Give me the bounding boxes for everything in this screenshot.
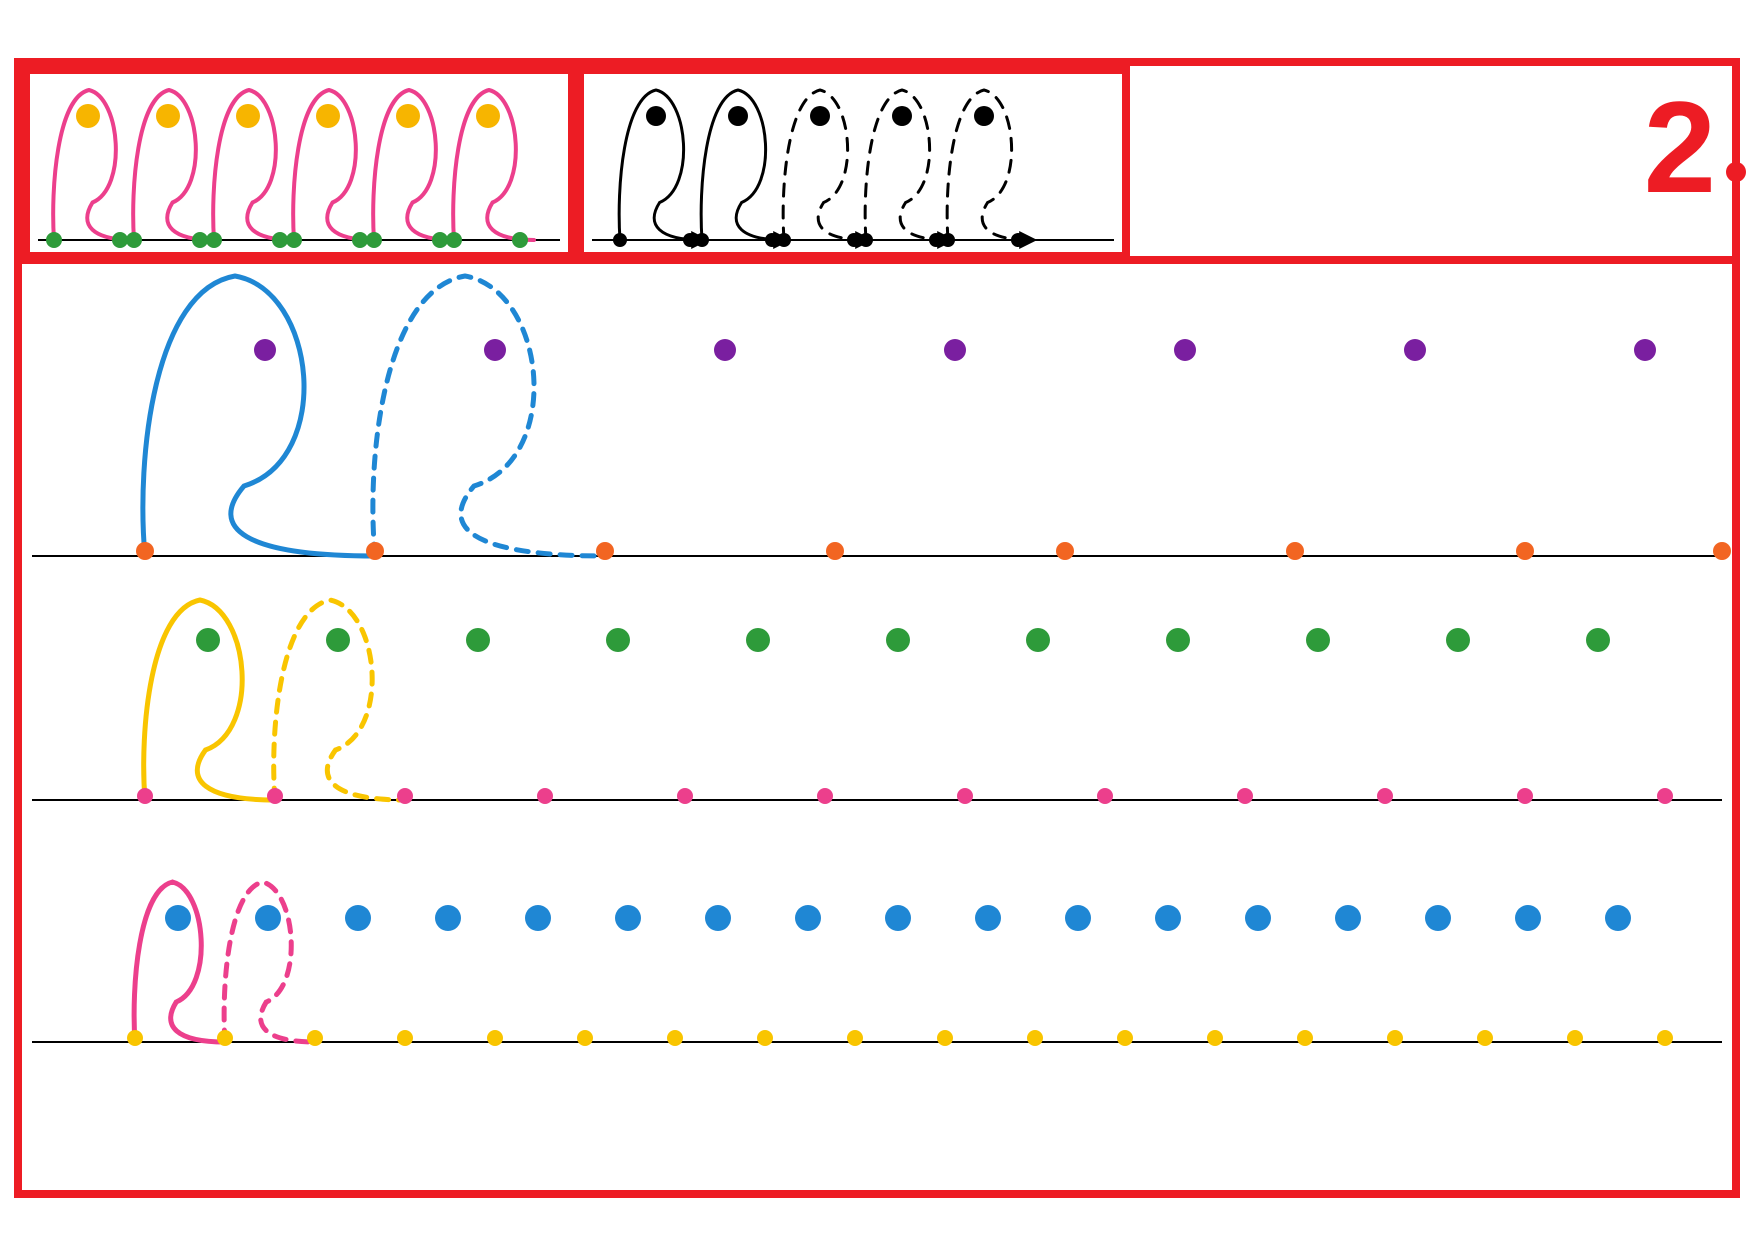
row-1-blue [32, 276, 1731, 560]
row-3-pink [32, 882, 1722, 1046]
example-right [592, 90, 1114, 247]
example-left [38, 90, 560, 248]
row-2-yellow [32, 600, 1722, 804]
worksheet-drawing [0, 0, 1754, 1241]
worksheet-page: 2 [0, 0, 1754, 1241]
